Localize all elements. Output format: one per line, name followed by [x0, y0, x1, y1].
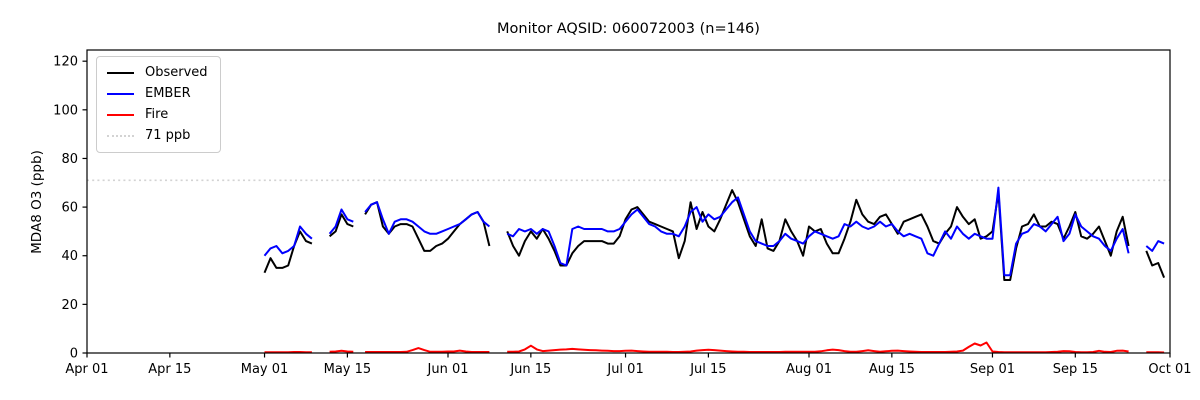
- ember-line: [1145, 240, 1165, 252]
- ember-line-swatch: [107, 93, 134, 95]
- x-tick-label: Aug 15: [869, 362, 915, 377]
- ember-line: [364, 201, 491, 235]
- x-tick-label: Jun 01: [427, 362, 469, 377]
- y-tick-label: 100: [53, 103, 78, 118]
- threshold-line-swatch: [107, 135, 134, 137]
- legend-label-observed: Observed: [145, 65, 208, 80]
- x-tick-label: Jul 01: [606, 362, 643, 377]
- legend-label-fire: Fire: [145, 107, 169, 122]
- y-axis-label: MDA8 O3 (ppb): [29, 150, 45, 254]
- x-tick-label: Jun 15: [509, 362, 551, 377]
- y-tick-label: 0: [70, 347, 78, 362]
- legend-label-ember: EMBER: [145, 86, 191, 101]
- legend-item-observed: Observed: [107, 65, 208, 81]
- legend-item-ember: EMBER: [107, 86, 208, 102]
- x-tick-label: Sep 15: [1053, 362, 1098, 377]
- observed-line: [263, 230, 313, 274]
- observed-line-swatch: [107, 72, 134, 74]
- y-tick-label: 40: [61, 249, 78, 264]
- ember-line: [506, 186, 1130, 277]
- y-tick-label: 20: [61, 298, 78, 313]
- fire-line: [365, 347, 490, 353]
- y-tick-label: 80: [61, 152, 78, 167]
- x-tick-label: Sep 01: [970, 362, 1015, 377]
- x-tick-label: Apr 01: [65, 362, 108, 377]
- fire-line: [329, 349, 354, 353]
- ember-line: [263, 225, 313, 257]
- y-tick-label: 60: [61, 201, 78, 216]
- fire-line: [507, 341, 1129, 354]
- x-tick-label: May 01: [241, 362, 289, 377]
- legend-item-threshold: 71 ppb: [107, 128, 208, 144]
- x-tick-label: Oct 01: [1148, 362, 1191, 377]
- legend: Observed EMBER Fire 71 ppb: [96, 56, 221, 153]
- legend-label-threshold: 71 ppb: [145, 128, 191, 143]
- y-tick-label: 120: [53, 55, 78, 70]
- ember-line: [328, 208, 354, 235]
- x-tick-label: May 15: [324, 362, 372, 377]
- observed-line: [1145, 250, 1166, 278]
- x-tick-label: Apr 15: [148, 362, 191, 377]
- plot-border: [86, 49, 1171, 354]
- chart-title: Monitor AQSID: 060072003 (n=146): [497, 21, 760, 37]
- x-tick-label: Aug 01: [786, 362, 832, 377]
- observed-line: [364, 201, 491, 252]
- x-tick-label: Jul 15: [689, 362, 726, 377]
- observed-line: [506, 189, 1130, 281]
- legend-item-fire: Fire: [107, 107, 208, 123]
- fire-line-swatch: [107, 114, 134, 116]
- observed-line: [328, 213, 354, 238]
